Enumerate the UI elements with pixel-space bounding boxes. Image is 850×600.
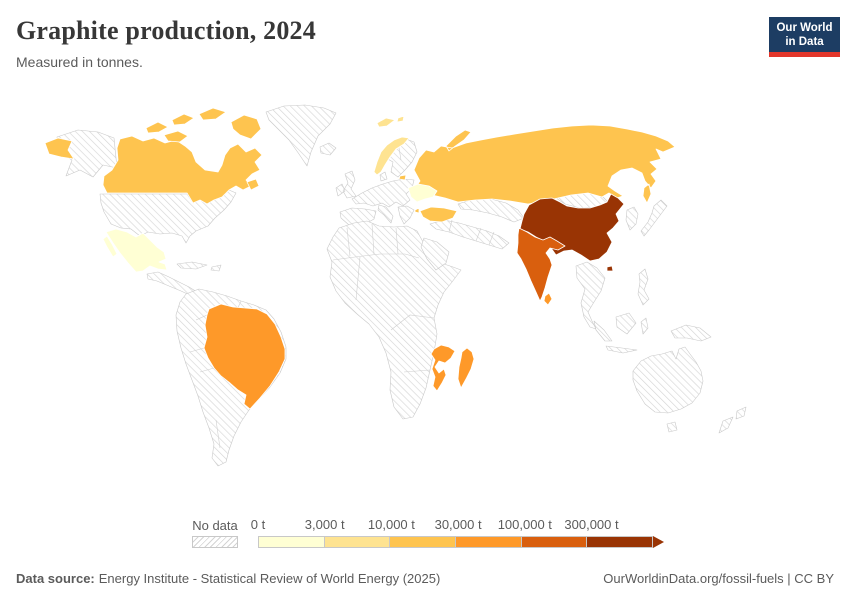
region-iceland-nodata[interactable] — [319, 142, 337, 156]
region-middle-east-nodata[interactable] — [429, 219, 510, 250]
region-balkans-nodata[interactable] — [397, 205, 415, 225]
country-borders — [189, 141, 495, 449]
region-indochina-nodata[interactable] — [575, 261, 606, 330]
region-uk-nodata[interactable] — [335, 170, 357, 199]
region-new-guinea-nodata[interactable] — [670, 324, 712, 342]
world-map — [0, 95, 850, 510]
map-legend: No data 0 t 3,000 t 10,000 t 30,000 t 100,00… — [0, 515, 850, 555]
region-korea-nodata[interactable] — [625, 206, 639, 231]
owid-logo-line1: Our World — [776, 21, 833, 34]
region-denmark-nodata[interactable] — [379, 171, 388, 182]
legend-color-bar — [258, 536, 665, 548]
legend-no-data-label: No data — [192, 518, 238, 533]
legend-no-data-swatch[interactable] — [192, 536, 238, 548]
owid-logo-line2: in Data — [785, 35, 824, 48]
region-new-zealand-nodata[interactable] — [718, 406, 747, 434]
legend-tick-label: 30,000 t — [434, 517, 482, 532]
region-tasmania-nodata[interactable] — [666, 421, 678, 433]
region-australia-nodata[interactable] — [632, 346, 704, 414]
legend-bin[interactable] — [323, 536, 391, 548]
footer: Data source: Energy Institute - Statistic… — [0, 568, 850, 592]
region-arabia-nodata[interactable] — [420, 237, 450, 271]
country-mexico[interactable] — [102, 228, 168, 273]
legend-bin[interactable] — [586, 536, 654, 548]
legend-tick-label: 300,000 t — [564, 517, 619, 532]
country-mozambique[interactable] — [430, 344, 456, 392]
region-italy-nodata[interactable] — [377, 204, 394, 224]
country-ukraine[interactable] — [407, 183, 438, 203]
legend-tick-label: 100,000 t — [497, 517, 552, 532]
legend-bin[interactable] — [389, 536, 457, 548]
country-norway[interactable] — [373, 115, 410, 176]
region-central-europe-nodata[interactable] — [351, 178, 415, 208]
country-sri-lanka[interactable] — [543, 292, 553, 306]
region-caribbean-nodata[interactable] — [176, 261, 222, 272]
data-source-note: Data source: Energy Institute - Statistic… — [16, 571, 440, 586]
country-india[interactable] — [516, 227, 566, 302]
region-japan-nodata[interactable] — [640, 199, 668, 237]
owid-link[interactable]: OurWorldinData.org/fossil-fuels | CC BY — [603, 571, 834, 586]
region-philippines-nodata[interactable] — [637, 268, 650, 306]
legend-bin[interactable] — [455, 536, 522, 548]
legend-tick-label: 0 t — [250, 517, 266, 532]
country-russia[interactable] — [412, 124, 676, 205]
country-canada-arctic-islands[interactable] — [145, 107, 262, 191]
country-madagascar[interactable] — [457, 347, 475, 389]
owid-logo[interactable]: Our World in Data — [769, 17, 840, 57]
country-canada[interactable] — [102, 135, 263, 205]
legend-tick-label: 3,000 t — [304, 517, 345, 532]
region-indonesia-nodata[interactable] — [593, 312, 649, 354]
country-turkey[interactable] — [414, 206, 458, 223]
legend-tick-label: 10,000 t — [367, 517, 415, 532]
region-greenland-nodata[interactable] — [265, 104, 337, 167]
legend-bin[interactable] — [258, 536, 325, 548]
legend-arrow — [653, 536, 665, 548]
data-source-label: Data source: — [16, 571, 95, 586]
page-subtitle: Measured in tonnes. — [16, 54, 143, 70]
region-central-asia-nodata[interactable] — [457, 198, 525, 223]
country-brazil[interactable] — [203, 303, 286, 410]
data-source-text: Energy Institute - Statistical Review of… — [98, 571, 441, 586]
country-russia-chukotka-fragment[interactable] — [44, 137, 75, 160]
country-russia-kaliningrad[interactable] — [398, 174, 407, 181]
page-title: Graphite production, 2024 — [16, 16, 316, 45]
legend-bin[interactable] — [520, 536, 588, 548]
